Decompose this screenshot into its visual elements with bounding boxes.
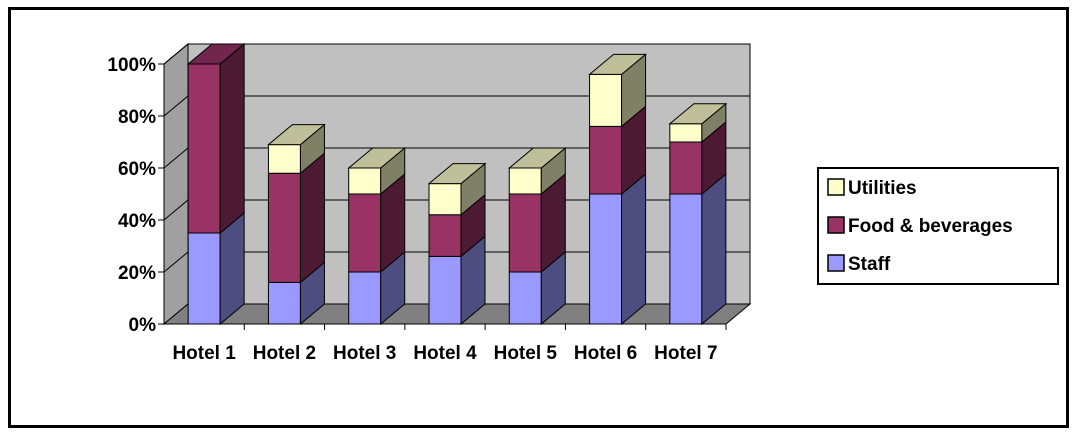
bar-utilities-2 [267, 144, 301, 174]
bar-food-beverages-4 [428, 214, 462, 257]
bar-top-utilities-7 [668, 103, 728, 125]
bar-top-utilities-4 [427, 163, 487, 185]
bar-utilities-5 [508, 167, 542, 195]
gridline [163, 43, 750, 65]
bar-side-staff-7 [701, 172, 727, 326]
bar-food-beverages-6 [589, 125, 623, 195]
bar-utilities-4 [428, 183, 462, 216]
y-tick-label: 100% [107, 55, 156, 76]
legend-label: Food & beverages [848, 216, 1013, 237]
bar-side-staff-6 [621, 172, 647, 326]
bar-side-food-beverages-2 [299, 152, 325, 284]
bar-staff-1 [187, 232, 221, 325]
bar-food-beverages-1 [187, 63, 221, 234]
x-category-label: Hotel 2 [253, 343, 316, 364]
x-category-label: Hotel 1 [172, 343, 236, 364]
bar-staff-5 [508, 271, 542, 325]
y-tick-label: 0% [129, 315, 157, 336]
bar-top-food-beverages-1 [186, 43, 246, 65]
bar-food-beverages-7 [669, 141, 703, 195]
legend-swatch [827, 254, 845, 272]
bar-top-utilities-2 [267, 124, 326, 146]
bar-utilities-3 [348, 167, 382, 195]
bar-side-food-beverages-1 [219, 42, 245, 235]
legend-swatch [827, 216, 845, 234]
y-tick-label: 20% [118, 263, 156, 284]
legend-label: Utilities [848, 178, 917, 199]
bar-utilities-6 [589, 73, 623, 127]
y-tick-label: 60% [118, 159, 156, 180]
bar-food-beverages-3 [348, 193, 382, 273]
bar-food-beverages-5 [508, 193, 542, 273]
x-category-label: Hotel 7 [654, 343, 717, 364]
y-tick-label: 40% [118, 211, 156, 232]
bar-staff-4 [428, 255, 462, 325]
bar-top-utilities-3 [347, 147, 407, 169]
bar-staff-6 [589, 193, 623, 325]
bar-top-utilities-6 [588, 53, 647, 75]
x-category-label: Hotel 3 [333, 343, 396, 364]
x-category-label: Hotel 6 [574, 343, 637, 364]
legend-box [817, 167, 1059, 285]
x-category-label: Hotel 4 [413, 343, 477, 364]
bar-utilities-7 [669, 123, 703, 143]
x-category-label: Hotel 5 [494, 343, 558, 364]
bar-top-utilities-5 [507, 147, 567, 169]
legend-label: Staff [848, 254, 891, 275]
bar-food-beverages-2 [267, 172, 301, 283]
side-wall [163, 42, 189, 326]
bar-staff-3 [348, 271, 382, 325]
y-tick-label: 80% [118, 107, 156, 128]
bar-staff-2 [267, 281, 301, 325]
bar-staff-7 [669, 193, 703, 325]
legend-swatch [827, 178, 845, 196]
